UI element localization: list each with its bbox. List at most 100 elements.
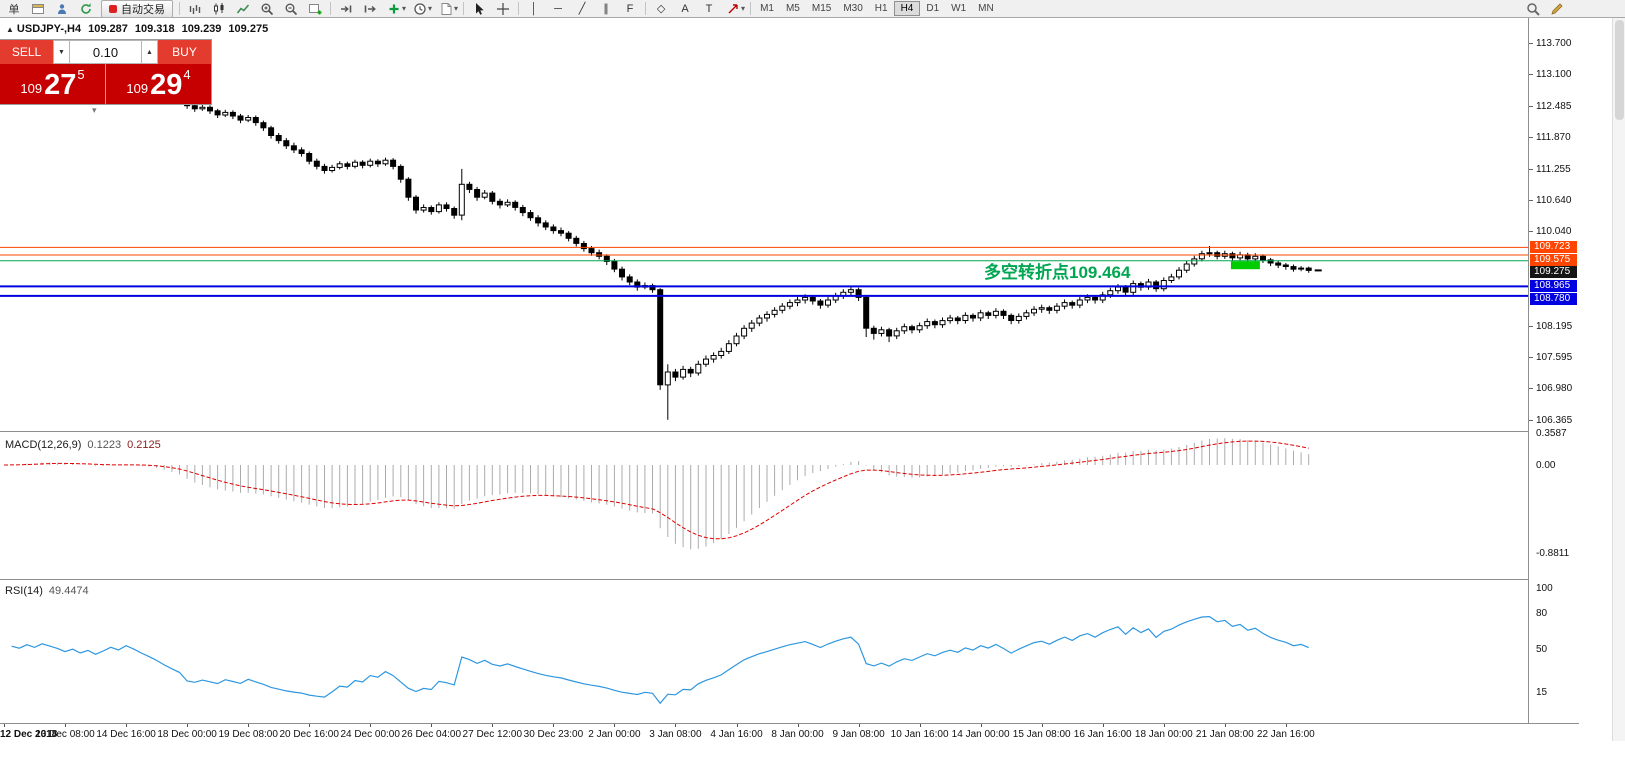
search-icon[interactable]: [1521, 1, 1545, 17]
toolbar-separator: [518, 2, 520, 15]
timeframe-mn-button[interactable]: MN: [978, 3, 994, 14]
arrows-icon[interactable]: [721, 1, 745, 17]
timeframe-m15-button[interactable]: M15: [811, 3, 832, 14]
timeframe-h1-button[interactable]: H1: [874, 3, 888, 14]
cursor-icon[interactable]: [467, 1, 491, 17]
indicators-caret[interactable]: ▾: [402, 4, 407, 13]
candlestick-plot[interactable]: [0, 18, 1528, 431]
timeframe-m1-button[interactable]: M1: [760, 3, 774, 14]
data-refresh-icon[interactable]: [74, 1, 98, 17]
volume-down-button[interactable]: ▼: [53, 40, 70, 64]
macd-plot[interactable]: [0, 432, 1528, 579]
macd-scale-label: 0.00: [1536, 460, 1556, 471]
time-tick: [492, 724, 494, 727]
timeframe-d1-button[interactable]: D1: [926, 3, 940, 14]
scrollbar-thumb[interactable]: [1615, 20, 1624, 120]
rsi-scale-label: 80: [1536, 607, 1548, 619]
candlestick-chart-icon[interactable]: [207, 1, 231, 17]
price-badge: 108.965: [1530, 280, 1577, 293]
auto-scroll-icon[interactable]: [334, 1, 358, 17]
time-tick: [309, 724, 311, 727]
main-chart-pane[interactable]: ▲ USDJPY-,H4 109.287 109.318 109.239 109.275 …: [0, 18, 1528, 431]
new-order-icon[interactable]: 单: [8, 3, 20, 16]
shapes-icon[interactable]: ◇: [656, 3, 666, 15]
symbol-label: USDJPY-,H4: [16, 23, 82, 35]
price-badge: 109.575: [1530, 253, 1577, 266]
price-badge: 108.780: [1530, 292, 1577, 305]
periods-icon[interactable]: [408, 1, 432, 17]
equidistant-channel-icon[interactable]: ∥: [603, 3, 609, 15]
time-label: 18 Dec 00:00: [157, 729, 217, 740]
price-badge: 109.723: [1530, 241, 1577, 254]
volume-input[interactable]: 0.10: [70, 40, 141, 64]
time-tick: [65, 724, 66, 727]
time-label: 14 Jan 00:00: [951, 729, 1010, 740]
zoom-out-icon[interactable]: [279, 1, 303, 17]
price-axis[interactable]: 113.700 113.100 112.485 111.870 111.255 110.6…: [1528, 18, 1579, 723]
bar-chart-icon[interactable]: [183, 1, 207, 17]
price-tick-label: 112.485: [1536, 100, 1572, 112]
rsi-label: RSI(14) 49.4474: [5, 585, 89, 597]
price-tick-label: 106.365: [1536, 415, 1573, 426]
toolbar-right-group: [1521, 1, 1569, 17]
price-tick-label: 113.100: [1536, 68, 1572, 80]
zoom-in-icon[interactable]: [255, 1, 279, 17]
time-axis[interactable]: 12 Dec 2018 13 Dec 08:00 14 Dec 16:00 18 De…: [0, 724, 1579, 744]
time-tick: [980, 724, 982, 727]
text-label-icon[interactable]: T: [705, 2, 713, 15]
timeframe-w1-button[interactable]: W1: [951, 3, 967, 14]
volume-up-button[interactable]: ▲: [141, 40, 158, 64]
panel-collapse-chevron[interactable]: ▾: [92, 105, 97, 115]
macd-pane[interactable]: MACD(12,26,9) 0.1223 0.2125: [0, 432, 1528, 579]
templates-caret[interactable]: ▾: [454, 4, 459, 13]
timeframe-m30-button[interactable]: M30: [843, 3, 863, 14]
time-tick: [553, 724, 555, 727]
buy-price-prefix: 109: [126, 81, 149, 96]
price-tick: [1529, 105, 1533, 107]
templates-icon[interactable]: [434, 1, 458, 17]
time-tick: [919, 724, 921, 727]
profile-icon[interactable]: [50, 1, 74, 17]
trendline-icon[interactable]: ╱: [578, 3, 586, 15]
timeframe-m5-button[interactable]: M5: [785, 3, 800, 14]
arrows-caret[interactable]: ▾: [741, 4, 746, 13]
vertical-line-icon[interactable]: │: [530, 2, 538, 15]
sell-button[interactable]: SELL: [0, 40, 53, 64]
toolbar-separator: [463, 2, 465, 15]
pane-separator[interactable]: [0, 431, 1579, 432]
high-value: 109.318: [134, 23, 175, 35]
sell-price[interactable]: 109 27 5: [0, 64, 105, 104]
price-tick-label: 106.980: [1536, 383, 1573, 395]
rsi-pane[interactable]: RSI(14) 49.4474: [0, 580, 1528, 723]
time-label: 24 Dec 00:00: [340, 729, 400, 740]
line-chart-icon[interactable]: [231, 1, 255, 17]
chart-window-icon[interactable]: [26, 1, 50, 17]
autotrading-icon: [109, 4, 117, 13]
chart-annotation: 多空转折点109.464: [984, 263, 1131, 282]
edit-icon[interactable]: [1545, 1, 1569, 17]
new-chart-icon[interactable]: [303, 1, 327, 17]
timeframe-h4-button[interactable]: H4: [893, 1, 921, 16]
horizontal-line-icon[interactable]: ─: [554, 2, 562, 15]
autotrading-button[interactable]: 自动交易: [101, 0, 173, 18]
price-badge: 109.275: [1530, 266, 1577, 279]
time-tick: [1163, 724, 1165, 727]
price-tick-label: 111.255: [1536, 163, 1571, 175]
rsi-plot[interactable]: [0, 580, 1528, 723]
time-tick: [126, 724, 128, 727]
fibonacci-icon[interactable]: F: [626, 2, 634, 15]
time-label: 9 Jan 08:00: [832, 729, 885, 740]
chart-shift-icon[interactable]: [358, 1, 382, 17]
indicators-icon[interactable]: [382, 1, 406, 17]
time-label: 12 Dec 2018: [0, 729, 58, 740]
text-icon[interactable]: A: [681, 2, 689, 15]
time-tick: [1041, 724, 1043, 727]
pane-separator[interactable]: [0, 579, 1579, 580]
buy-price[interactable]: 109 29 4: [106, 64, 211, 104]
rsi-scale-label: 15: [1536, 687, 1548, 698]
rsi-scale-label: 100: [1536, 583, 1553, 594]
crosshair-icon[interactable]: [491, 1, 515, 17]
buy-button[interactable]: BUY: [158, 40, 211, 64]
periods-caret[interactable]: ▾: [428, 4, 433, 13]
